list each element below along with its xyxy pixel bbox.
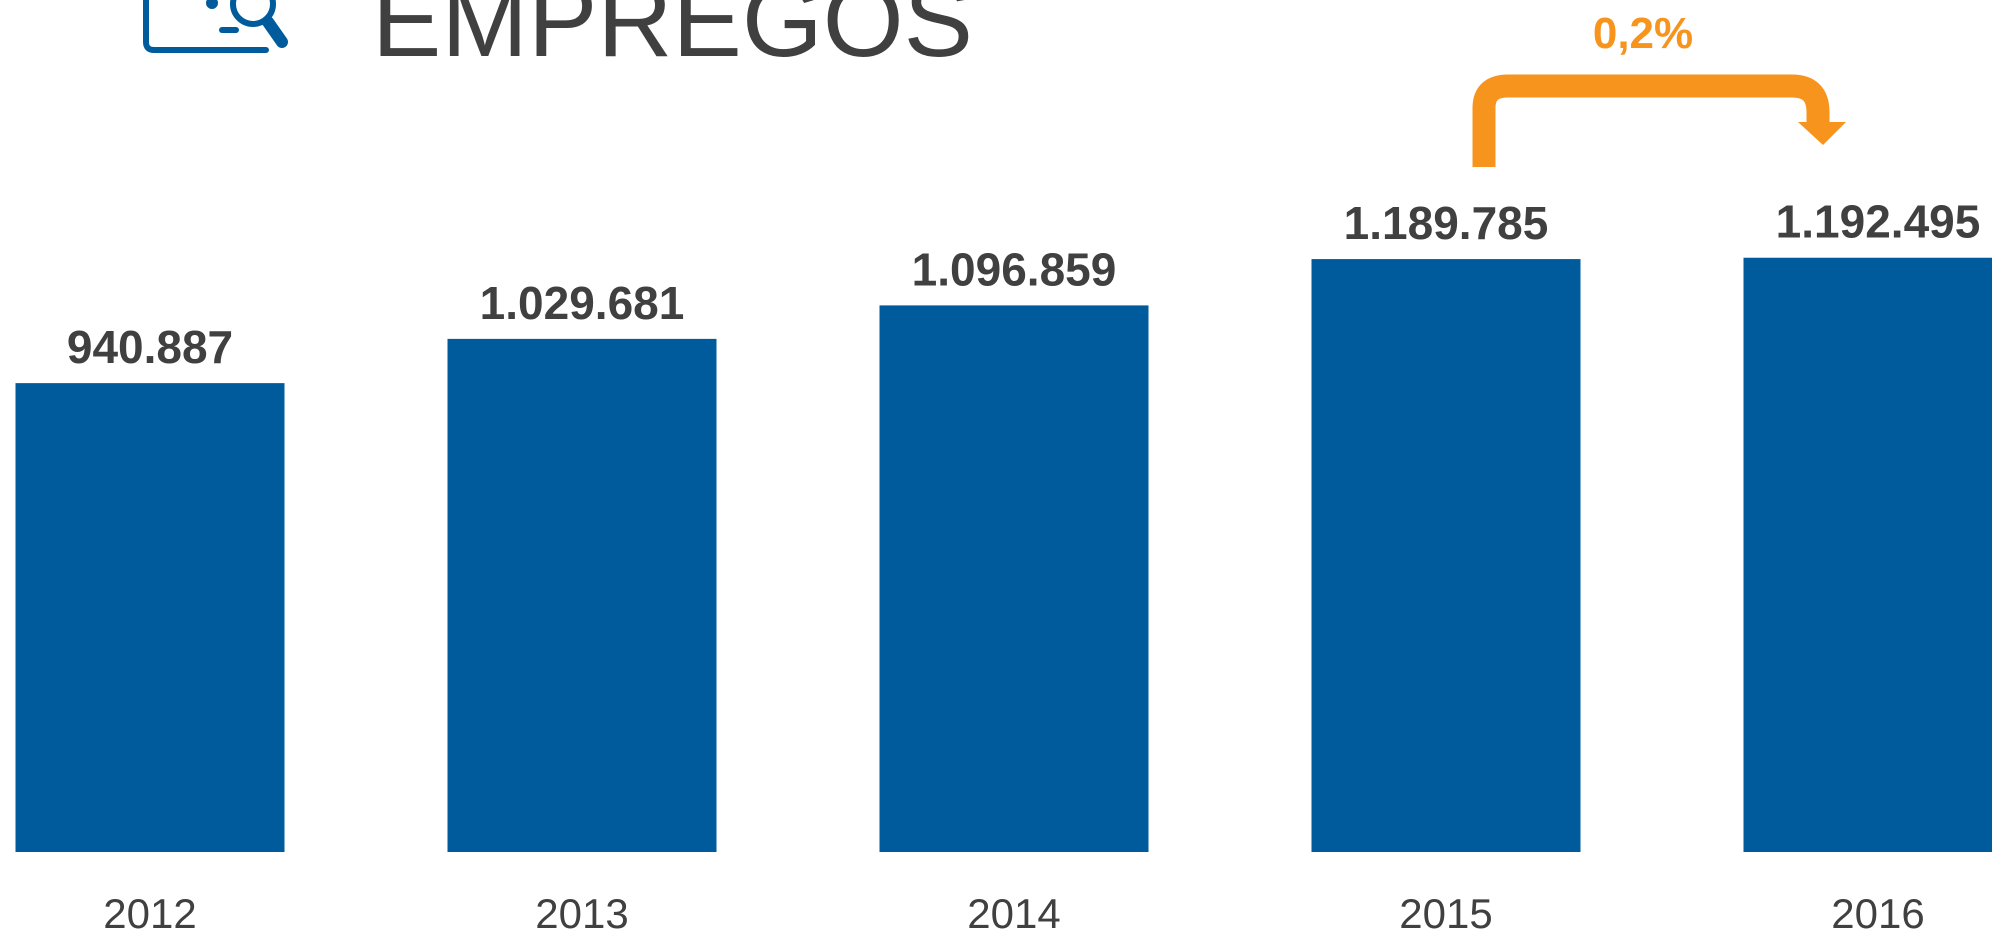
title-icon xyxy=(143,0,288,53)
bar xyxy=(1743,257,1992,852)
arrow-head xyxy=(1798,122,1846,145)
value-label: 940.887 xyxy=(67,321,233,373)
bar xyxy=(879,305,1149,853)
change-arrow xyxy=(1472,74,1846,167)
icon-handle xyxy=(262,16,288,48)
value-label: 1.029.681 xyxy=(480,277,685,329)
icon-dot xyxy=(206,0,218,9)
x-tick-label: 2014 xyxy=(967,890,1060,934)
x-tick-label: 2016 xyxy=(1831,890,1924,934)
icon-monitor xyxy=(143,0,269,53)
x-tick-label: 2012 xyxy=(103,890,196,934)
icon-lens xyxy=(230,0,276,27)
arrow-path xyxy=(1472,74,1830,167)
annotation: 0,2% xyxy=(1593,9,1693,58)
bar xyxy=(447,338,717,853)
bar xyxy=(1311,259,1581,853)
bar xyxy=(15,383,285,852)
chart-title: EMPREGOS xyxy=(372,0,973,79)
value-label: 1.189.785 xyxy=(1344,197,1549,249)
x-tick-label: 2015 xyxy=(1399,890,1492,934)
value-label: 1.096.859 xyxy=(912,243,1117,295)
value-label: 1.192.495 xyxy=(1776,196,1981,248)
x-tick-label: 2013 xyxy=(535,890,628,934)
